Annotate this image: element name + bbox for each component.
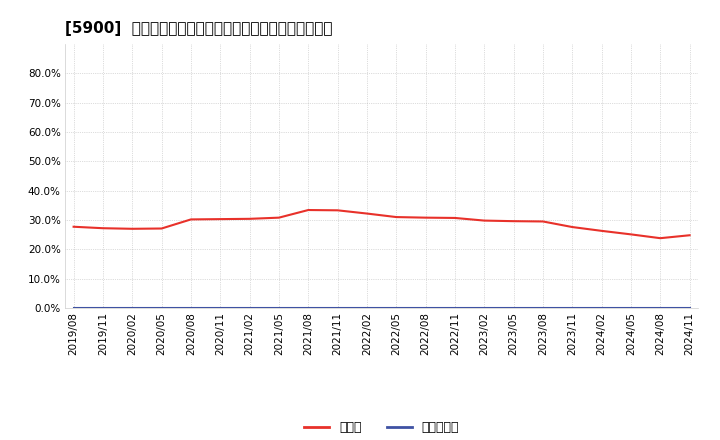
Legend: 現預金, 有利子負債: 現預金, 有利子負債 — [299, 416, 464, 439]
Text: [5900]  現預金、有利子負債の総資産に対する比率の推移: [5900] 現預金、有利子負債の総資産に対する比率の推移 — [65, 21, 333, 36]
